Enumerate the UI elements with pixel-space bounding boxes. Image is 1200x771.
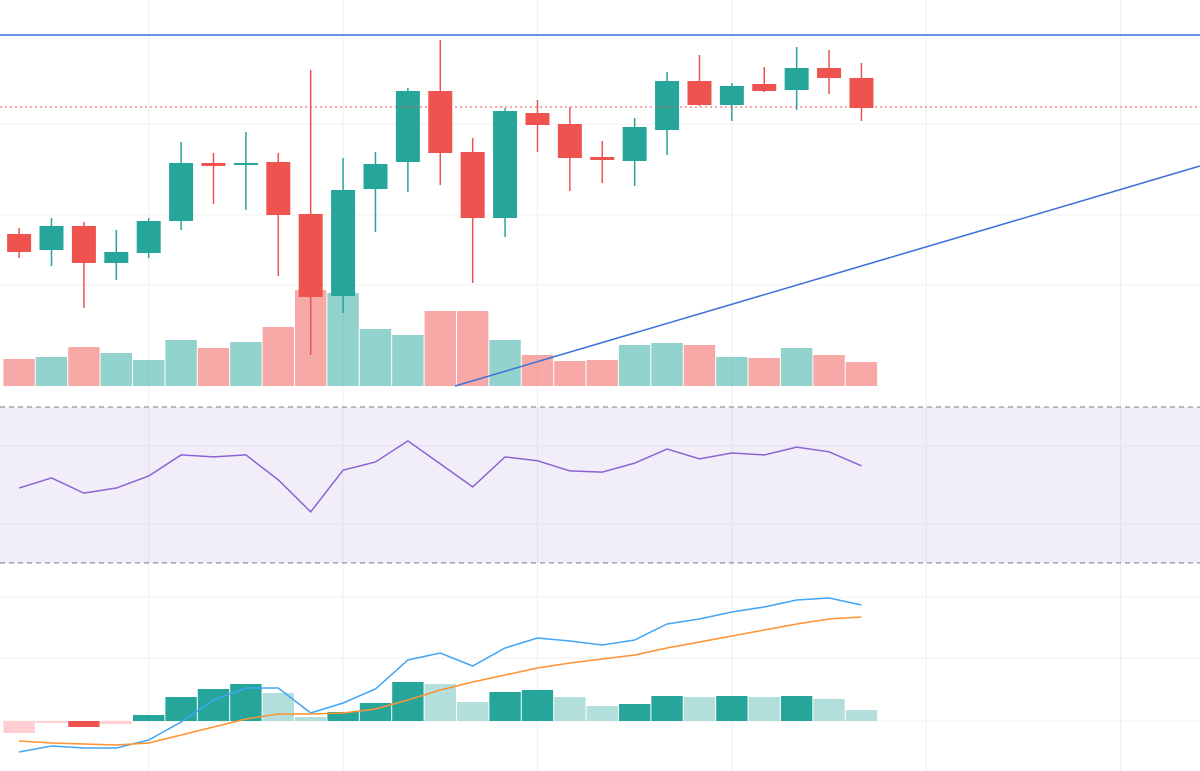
volume-bar: [813, 355, 845, 386]
histogram-bar: [100, 721, 133, 724]
histogram-bar: [294, 717, 327, 721]
candle-body: [525, 113, 550, 125]
histogram-bar: [197, 689, 230, 721]
candle-body: [687, 81, 712, 105]
histogram-bar: [780, 696, 813, 721]
volume-bar: [68, 347, 100, 386]
candle-body: [460, 152, 485, 218]
candle-body: [136, 221, 161, 253]
volume-bar: [359, 329, 392, 386]
candle-body: [752, 84, 777, 91]
volume-bar: [133, 360, 165, 386]
volume-bar: [748, 358, 780, 386]
candle-body: [331, 190, 356, 296]
candle-body: [557, 124, 582, 158]
volume-bar: [845, 362, 878, 386]
volume-bar: [165, 340, 197, 386]
candle-body: [493, 111, 518, 218]
volume-bar: [683, 345, 716, 386]
histogram-bar: [327, 712, 359, 721]
rsi-line: [18, 440, 862, 513]
candle-body: [7, 234, 32, 252]
histogram-bar: [845, 710, 878, 721]
histogram-bar: [165, 697, 197, 721]
histogram-bar: [3, 721, 35, 733]
histogram-bar: [521, 690, 554, 721]
histogram-bar: [618, 704, 651, 721]
histogram-bar: [716, 696, 748, 721]
trend-line: [454, 165, 1200, 387]
volume-bar: [586, 360, 618, 386]
candle-body: [817, 68, 842, 78]
candle-body: [298, 214, 323, 297]
volume-bar: [392, 335, 424, 386]
histogram-bar: [68, 721, 100, 727]
candle-body: [169, 163, 194, 221]
histogram-bar: [392, 682, 424, 721]
candle-body: [266, 162, 291, 215]
candle-body: [849, 78, 874, 108]
volume-bar: [618, 345, 651, 386]
histogram-bar: [230, 684, 262, 721]
candle-body: [233, 163, 258, 165]
volume-bar: [230, 342, 262, 386]
rsi-band: [0, 407, 1200, 563]
volume-bar: [489, 340, 521, 386]
volume-bar: [651, 343, 683, 386]
volume-bar: [521, 355, 554, 386]
volume-bar: [456, 311, 489, 386]
histogram-bar: [748, 697, 780, 721]
histogram-bar: [35, 721, 68, 723]
volume-bar: [554, 361, 586, 386]
candle-body: [201, 163, 226, 166]
volume-bar: [262, 327, 294, 386]
volume-bar: [780, 348, 813, 386]
volume-bar: [424, 311, 456, 386]
candle-body: [363, 164, 388, 189]
volume-bar: [100, 353, 133, 386]
candle-body: [719, 86, 744, 105]
candle-body: [104, 252, 129, 263]
histogram-bar: [683, 697, 716, 721]
volume-bar: [35, 357, 68, 386]
histogram-bar: [489, 692, 521, 721]
histogram-bar: [813, 699, 845, 721]
candle-body: [395, 91, 420, 162]
candle-body: [622, 127, 647, 161]
histogram-bar: [586, 706, 618, 721]
histogram-bar: [133, 715, 165, 721]
candle-body: [39, 226, 64, 250]
candle-body: [590, 157, 615, 160]
candle-body: [71, 226, 96, 263]
volume-bar: [716, 357, 748, 386]
histogram-bar: [651, 696, 683, 721]
candle-body: [784, 68, 809, 90]
signal-line: [19, 616, 862, 746]
candle-body: [655, 81, 680, 130]
volume-bar: [197, 348, 230, 386]
histogram-bar: [456, 702, 489, 721]
macd-line: [18, 597, 862, 753]
volume-bar: [3, 359, 35, 386]
histogram-bar: [554, 697, 586, 721]
candle-body: [428, 91, 453, 153]
